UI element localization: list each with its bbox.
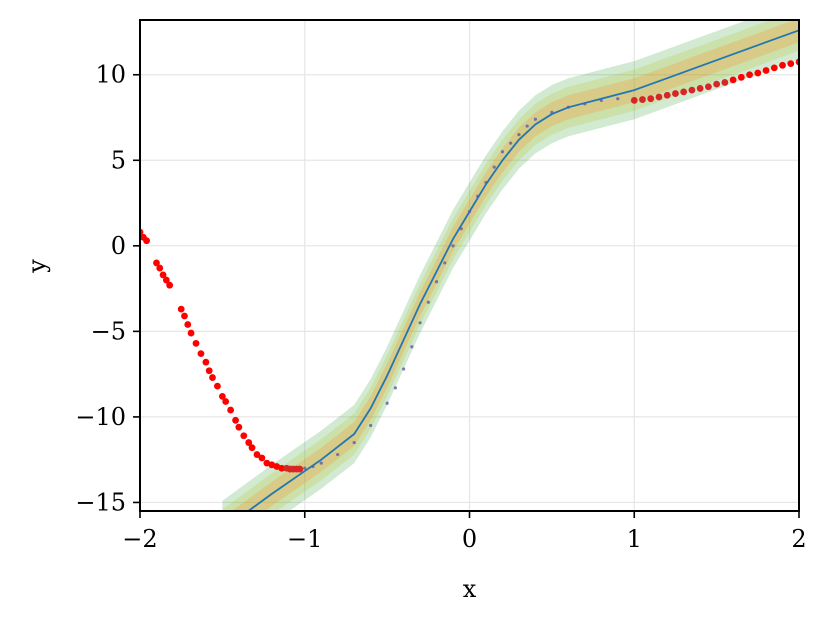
test-point <box>672 90 679 97</box>
y-tick-label: 0 <box>111 232 126 260</box>
test-point <box>770 64 778 72</box>
test-point <box>156 264 164 272</box>
uncertainty-band-middle <box>222 20 799 511</box>
plot-area <box>140 20 799 511</box>
train-point <box>410 345 414 349</box>
train-point <box>459 227 463 231</box>
test-point <box>192 339 200 347</box>
train-point <box>467 210 472 214</box>
train-point <box>517 133 521 137</box>
test-point <box>655 93 663 101</box>
train-point <box>385 401 389 405</box>
train-point <box>311 464 315 469</box>
train-point <box>451 244 455 248</box>
train-point <box>566 105 570 109</box>
test-point <box>737 73 745 81</box>
train-point <box>533 117 538 121</box>
test-point <box>143 237 150 245</box>
test-point <box>159 271 167 279</box>
x-tick-label: 2 <box>791 525 806 553</box>
test-point <box>202 358 210 366</box>
test-point <box>166 281 174 289</box>
test-point <box>222 398 230 405</box>
test-point <box>754 69 762 77</box>
train-point <box>500 150 505 154</box>
test-point <box>218 392 226 400</box>
test-point <box>240 432 248 440</box>
test-point <box>663 91 671 99</box>
train-point <box>336 452 340 457</box>
test-point <box>688 86 696 94</box>
train-point <box>319 461 323 465</box>
test-point <box>253 451 261 458</box>
y-tick-label: −15 <box>75 488 126 516</box>
test-point <box>235 423 243 431</box>
test-point <box>187 329 195 337</box>
train-point <box>303 466 307 470</box>
test-point <box>647 95 655 103</box>
y-tick-label: 5 <box>111 146 126 174</box>
test-point <box>153 259 160 267</box>
test-point <box>296 465 304 473</box>
test-point <box>762 67 770 74</box>
test-point <box>258 454 266 462</box>
test-point <box>278 464 286 472</box>
test-point <box>680 88 688 96</box>
train-point <box>550 110 554 114</box>
train-point <box>583 102 587 106</box>
x-tick-label: 1 <box>627 525 642 553</box>
train-point <box>352 440 356 445</box>
test-point <box>245 439 253 446</box>
test-point <box>177 305 185 313</box>
y-axis-label: y <box>23 259 51 274</box>
train-point <box>599 98 603 103</box>
test-point <box>787 60 795 68</box>
test-point <box>197 350 205 358</box>
train-point <box>369 423 373 428</box>
train-point <box>476 194 480 198</box>
test-point <box>232 416 239 424</box>
test-point <box>729 76 737 84</box>
x-tick-label: 0 <box>462 525 477 553</box>
test-point <box>630 97 638 104</box>
test-point <box>214 382 221 390</box>
test-point <box>181 312 188 320</box>
train-point <box>443 261 447 265</box>
train-point <box>434 280 439 284</box>
test-point <box>227 406 235 414</box>
test-point <box>704 83 712 91</box>
uncertainty-band-outer <box>222 20 799 511</box>
test-point <box>248 444 256 452</box>
test-point <box>696 85 704 92</box>
test-point <box>779 61 786 69</box>
train-point <box>509 141 513 145</box>
train-point <box>616 97 620 101</box>
train-point <box>525 124 529 128</box>
test-point <box>639 96 646 103</box>
grid-lines <box>139 20 800 511</box>
train-point <box>418 321 422 325</box>
train-point <box>402 367 406 371</box>
x-axis-label: x <box>463 575 477 603</box>
y-tick-label: 10 <box>95 61 126 89</box>
test-point <box>209 374 216 381</box>
x-tick-label: −1 <box>287 525 322 553</box>
test-point <box>205 367 213 375</box>
x-tick-label: −2 <box>122 525 157 553</box>
train-point <box>426 300 430 304</box>
train-point <box>484 180 488 185</box>
mean-prediction-line <box>246 29 799 511</box>
test-point <box>162 276 170 284</box>
train-point <box>492 165 496 169</box>
test-point <box>184 321 192 328</box>
test-point <box>721 79 729 86</box>
test-point <box>746 71 753 79</box>
train-point <box>393 386 397 390</box>
y-tick-label: −10 <box>75 403 126 431</box>
y-tick-label: −5 <box>91 317 126 345</box>
test-point <box>713 80 721 88</box>
